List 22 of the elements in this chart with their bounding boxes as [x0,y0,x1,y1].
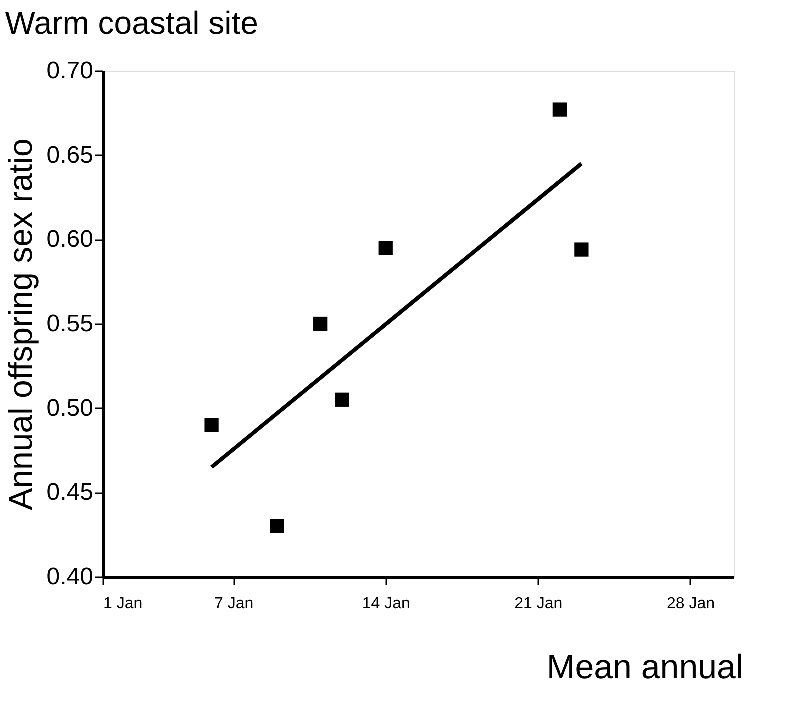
point [270,519,284,534]
y-tick-label: 0.70 [46,58,94,84]
y-tick-label: 0.40 [46,564,94,590]
y-axis-title: Annual offspring sex ratio [2,138,39,510]
chart-title: Warm coastal site [5,5,258,41]
point [314,316,328,332]
x-tick-label: 14 Jan [362,596,410,612]
point [204,418,219,432]
y-tick-label: 0.55 [46,310,94,338]
x-tick-label: 28 Jan [666,596,716,612]
x-axis-title: Mean annual [546,648,744,686]
y-tick-label: 0.65 [46,142,94,169]
point [552,102,567,117]
y-tick-label: 0.60 [46,226,94,254]
x-tick-label: 7 Jan [214,596,254,612]
point [378,241,393,256]
x-tick-label: 1 Jan [104,596,143,612]
y-tick-label: 0.45 [46,479,94,506]
point [335,392,350,407]
y-tick-label: 0.50 [46,394,94,422]
point [574,242,589,257]
x-tick-label: 21 Jan [514,596,563,612]
